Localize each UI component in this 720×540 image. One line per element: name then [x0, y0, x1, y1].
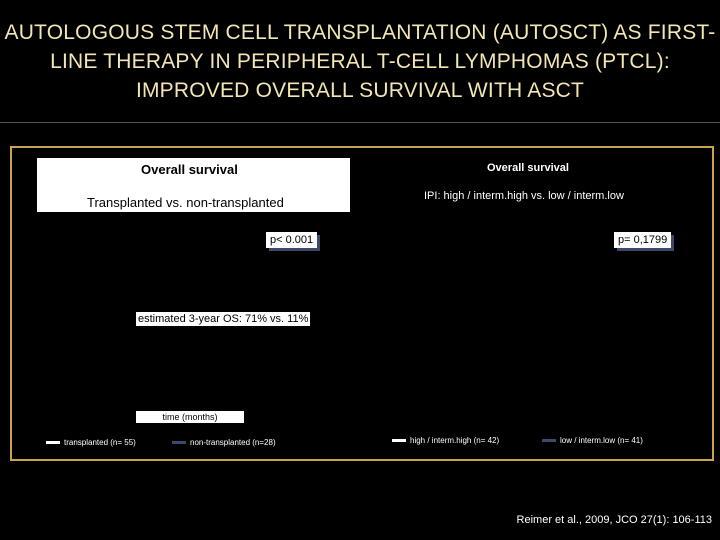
legend-swatch: [172, 441, 186, 444]
legend-item-transplanted: transplanted (n= 55): [46, 438, 136, 447]
legend-swatch: [542, 439, 556, 442]
legend-swatch: [392, 439, 406, 442]
legend-label: high / interm.high (n= 42): [410, 436, 500, 445]
left-p-value: p< 0.001: [266, 232, 318, 248]
left-panel-comparison: Transplanted vs. non-transplanted: [87, 195, 284, 210]
slide-title-line-3: IMPROVED OVERALL SURVIVAL WITH ASCT: [135, 79, 585, 102]
slide-title: AUTOLOGOUS STEM CELL TRANSPLANTATION (AU…: [0, 18, 720, 105]
left-panel-title: Overall survival: [141, 162, 238, 177]
legend-item-low-risk: low / interm.low (n= 41): [542, 436, 643, 445]
slide-title-line-1: AUTOLOGOUS STEM CELL TRANSPLANTATION (AU…: [4, 21, 716, 44]
legend-item-non-transplanted: non-transplanted (n=28): [172, 438, 276, 447]
x-axis-label: time (months): [136, 411, 244, 423]
right-panel-comparison: IPI: high / interm.high vs. low / interm…: [424, 190, 624, 202]
right-panel-title: Overall survival: [487, 162, 569, 174]
legend-item-high-risk: high / interm.high (n= 42): [392, 436, 499, 445]
right-panel-header: Overall survival IPI: high / interm.high…: [396, 158, 678, 202]
slide-title-line-2: LINE THERAPY IN PERIPHERAL T-CELL LYMPHO…: [50, 50, 670, 73]
figure-frame: [10, 146, 714, 461]
citation: Reimer et al., 2009, JCO 27(1): 106-113: [516, 514, 712, 526]
left-panel-header: Overall survival Transplanted vs. non-tr…: [37, 158, 350, 212]
title-divider: [0, 122, 720, 123]
survival-estimate: estimated 3-year OS: 71% vs. 11%: [136, 312, 311, 326]
legend-label: non-transplanted (n=28): [190, 438, 276, 447]
right-p-value: p= 0,1799: [614, 232, 672, 248]
legend-label: low / interm.low (n= 41): [560, 436, 643, 445]
legend-swatch: [46, 441, 60, 444]
legend-label: transplanted (n= 55): [64, 438, 136, 447]
